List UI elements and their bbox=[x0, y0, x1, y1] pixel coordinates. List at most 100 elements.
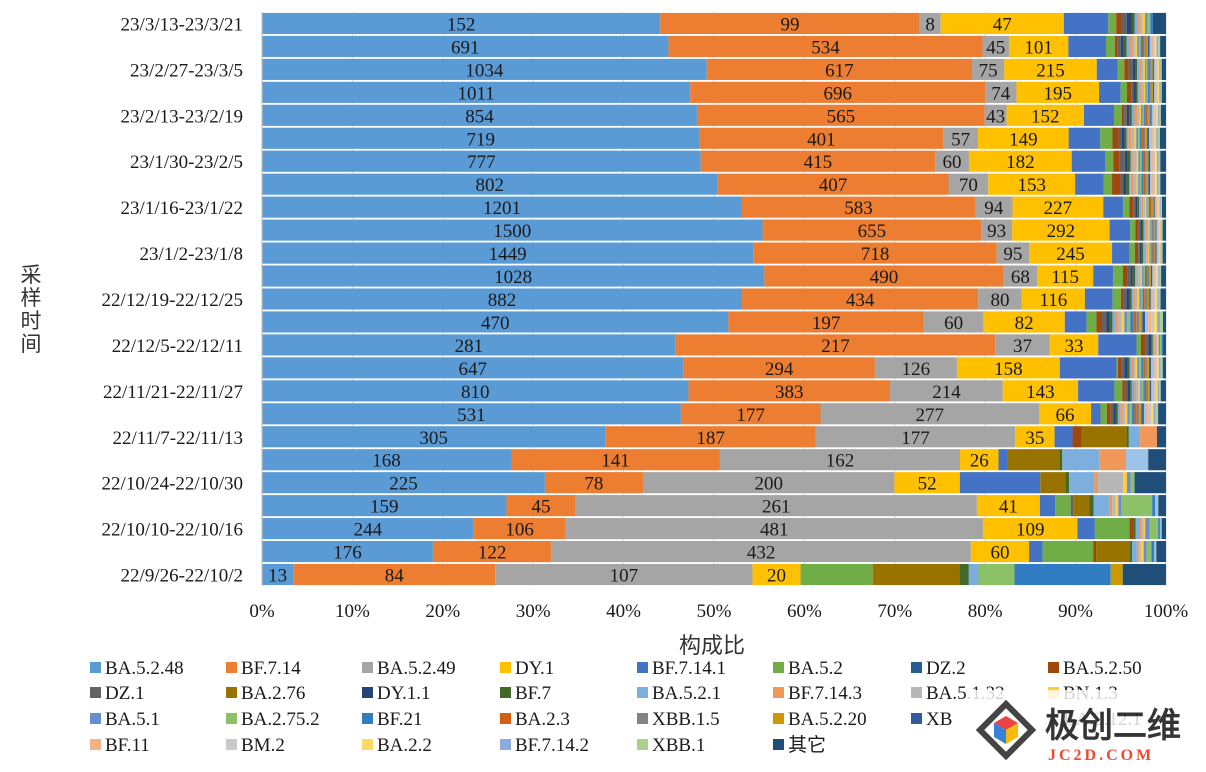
bar-segment bbox=[1137, 196, 1140, 218]
data-label: 95 bbox=[1003, 244, 1022, 265]
bar-segment bbox=[1154, 357, 1157, 379]
bar-segment bbox=[1127, 150, 1131, 172]
bar-segment bbox=[1126, 288, 1129, 310]
bar-segment bbox=[1129, 196, 1134, 218]
legend-label: BA.5.2.50 bbox=[1063, 658, 1142, 679]
data-label: 107 bbox=[610, 566, 639, 587]
bar-segment bbox=[1143, 173, 1145, 195]
bar-segment bbox=[1158, 357, 1161, 379]
x-tick-label: 40% bbox=[606, 601, 641, 622]
bar-segment bbox=[1062, 449, 1100, 471]
bar-segment bbox=[262, 357, 684, 379]
bar-segment bbox=[1118, 311, 1122, 333]
bar-segment bbox=[262, 311, 729, 333]
bar-segment bbox=[1139, 12, 1143, 35]
bar-segment bbox=[1115, 403, 1118, 425]
bar-segment bbox=[1151, 311, 1155, 333]
y-tick-label: 23/2/27-23/3/5 bbox=[130, 60, 243, 81]
bar-segment bbox=[1160, 173, 1166, 195]
bar-segment bbox=[988, 173, 1076, 195]
bar-segment bbox=[1124, 380, 1128, 402]
bar-segment bbox=[1118, 127, 1122, 149]
legend-swatch bbox=[1048, 662, 1059, 673]
bar-segment bbox=[1136, 265, 1139, 287]
data-label: 45 bbox=[532, 497, 551, 518]
data-label: 78 bbox=[584, 474, 603, 495]
legend-label: BF.7 bbox=[515, 683, 551, 704]
bar-segment bbox=[753, 242, 997, 264]
data-label: 60 bbox=[942, 152, 961, 173]
data-label: 470 bbox=[481, 313, 510, 334]
bar-segment bbox=[1135, 357, 1138, 379]
bar-segment bbox=[699, 127, 944, 149]
bar-segment bbox=[1131, 288, 1134, 310]
bar-segment bbox=[1143, 518, 1146, 540]
bar-segment bbox=[1160, 288, 1166, 310]
bar-segment bbox=[1137, 35, 1139, 58]
bar-segment bbox=[996, 242, 1030, 264]
bar-segment bbox=[1153, 58, 1156, 80]
bar-segment bbox=[1139, 357, 1142, 379]
bar-segment bbox=[1134, 380, 1136, 402]
bar-segment bbox=[1158, 495, 1166, 517]
data-label: 882 bbox=[488, 290, 517, 311]
data-label: 57 bbox=[951, 129, 970, 150]
bar-segment bbox=[1136, 173, 1139, 195]
legend-swatch bbox=[773, 713, 784, 724]
data-label: 93 bbox=[987, 221, 1006, 242]
bar-segment bbox=[1136, 334, 1141, 356]
bar-segment bbox=[1109, 219, 1131, 241]
legend-swatch bbox=[911, 687, 922, 698]
bar-segment bbox=[1146, 150, 1149, 172]
bar-segment bbox=[959, 472, 1041, 494]
bar-segment bbox=[1154, 196, 1157, 218]
bar-segment bbox=[1069, 472, 1095, 494]
bar-segment bbox=[1120, 403, 1123, 425]
bar-segment bbox=[565, 518, 983, 540]
bar-segment bbox=[1138, 540, 1141, 563]
bar-segment bbox=[1042, 540, 1094, 563]
bar-segment bbox=[1139, 58, 1142, 80]
data-label: 68 bbox=[1011, 267, 1030, 288]
data-label: 177 bbox=[901, 428, 930, 449]
bar-segment bbox=[1117, 58, 1125, 80]
data-label: 177 bbox=[736, 405, 765, 426]
bar-segment bbox=[660, 12, 920, 35]
bar-segment bbox=[890, 380, 1003, 402]
bar-segment bbox=[1139, 104, 1142, 126]
bar-segment bbox=[1145, 12, 1148, 35]
data-label: 43 bbox=[986, 106, 1005, 127]
bar-segment bbox=[1128, 127, 1132, 149]
bar-segment bbox=[293, 563, 496, 586]
bar-segment bbox=[1134, 242, 1139, 264]
legend-label: BA.2.2 bbox=[377, 735, 432, 756]
bar-segment bbox=[1155, 173, 1157, 195]
data-label: 718 bbox=[861, 244, 890, 265]
bar-segment bbox=[1147, 288, 1150, 310]
data-label: 244 bbox=[354, 520, 383, 541]
bar-segment bbox=[1138, 150, 1141, 172]
bar-segment bbox=[1115, 495, 1119, 517]
bar-segment bbox=[1139, 173, 1142, 195]
bar-segment bbox=[1131, 380, 1135, 402]
bar-segment bbox=[1137, 12, 1140, 35]
bar-segment bbox=[1140, 288, 1143, 310]
data-label: 182 bbox=[1006, 152, 1035, 173]
bar-segment bbox=[1123, 472, 1128, 494]
x-axis-title: 构成比 bbox=[679, 633, 745, 658]
bar-segment bbox=[1136, 104, 1140, 126]
legend-label: BA.5.2.1 bbox=[652, 683, 721, 704]
bar-segment bbox=[1151, 334, 1153, 356]
bar-segment bbox=[1112, 173, 1121, 195]
data-labels: 152 99 8 47 691 534 45 101 1034 617 75 215 1011 696 74… bbox=[268, 14, 1085, 586]
legend-swatch bbox=[362, 713, 373, 724]
bar-segment bbox=[1145, 334, 1149, 356]
bar-segment bbox=[1120, 288, 1124, 310]
bar-segment bbox=[1155, 403, 1159, 425]
bar-segment bbox=[800, 563, 873, 586]
bar-segment bbox=[1146, 81, 1148, 103]
bar-segment bbox=[1109, 495, 1113, 517]
bar-segment bbox=[1133, 81, 1136, 103]
legend-label: BA.2.3 bbox=[515, 709, 570, 730]
